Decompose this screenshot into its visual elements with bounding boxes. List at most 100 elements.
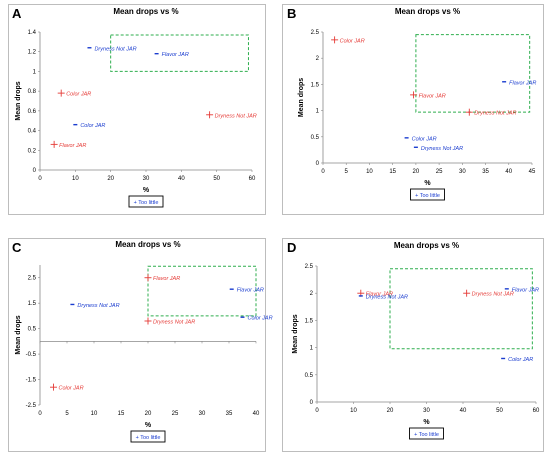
legend-box — [409, 427, 444, 440]
legend-label: + Too little — [136, 435, 161, 441]
legend-box — [128, 195, 164, 208]
y-axis-label: Mean drops — [15, 315, 22, 354]
y-tick-label: 1.5 — [305, 318, 314, 324]
legend-label: + Too little — [134, 200, 159, 206]
x-tick-label: 50 — [213, 176, 220, 182]
x-tick-label: 60 — [533, 408, 540, 414]
x-tick-label: 30 — [143, 176, 150, 182]
y-tick-label: -2.5 — [26, 403, 37, 409]
data-label: Color JAR — [508, 357, 533, 363]
x-tick-label: 15 — [118, 411, 125, 417]
x-tick-label: 40 — [253, 411, 260, 417]
panel-a — [8, 4, 266, 215]
data-label: Flavor JAR — [509, 80, 536, 86]
y-tick-label: 0.5 — [28, 327, 37, 333]
x-tick-label: 20 — [107, 176, 114, 182]
data-label: Flavor JAR — [162, 52, 189, 58]
y-tick-label: 1 — [316, 109, 320, 115]
y-tick-label: 2.5 — [28, 276, 37, 282]
y-tick-label: 0.6 — [28, 109, 37, 115]
data-label: Flavor JAR — [512, 287, 539, 293]
legend-label: + Too little — [415, 193, 440, 199]
data-label: Dryness Not JAR — [366, 294, 408, 300]
x-axis-label: % — [143, 187, 150, 194]
panel-letter-b: B — [287, 6, 297, 21]
x-tick-label: 20 — [145, 411, 152, 417]
data-label: Flavor JAR — [153, 276, 180, 282]
data-label: Color JAR — [66, 92, 91, 98]
x-tick-label: 0 — [38, 411, 42, 417]
x-tick-label: 40 — [460, 408, 467, 414]
x-tick-label: 10 — [91, 411, 98, 417]
y-tick-label: 1.2 — [28, 50, 37, 56]
data-label: Dryness Not JAR — [94, 46, 136, 52]
y-tick-label: 2.5 — [311, 30, 320, 36]
x-tick-label: 30 — [199, 411, 206, 417]
x-tick-label: 15 — [389, 169, 396, 175]
y-tick-label: 2.5 — [305, 264, 314, 270]
x-tick-label: 30 — [423, 408, 430, 414]
y-tick-label: 0 — [33, 168, 37, 174]
panel-letter-c: C — [12, 240, 22, 255]
y-tick-label: 0.2 — [28, 148, 37, 154]
y-tick-label: 0.8 — [28, 89, 37, 95]
data-label: Dryness Not JAR — [153, 320, 195, 326]
legend-label: + Too little — [414, 432, 439, 438]
y-tick-label: -1.5 — [26, 378, 37, 384]
panel-letter-d: D — [287, 240, 297, 255]
target-region-box — [389, 268, 533, 350]
panel-c — [8, 238, 266, 452]
data-label: Dryness Not JAR — [77, 303, 119, 309]
x-tick-label: 0 — [321, 169, 325, 175]
y-tick-label: 2 — [310, 291, 314, 297]
data-label: Color JAR — [412, 136, 437, 142]
y-tick-label: 0.5 — [305, 373, 314, 379]
x-tick-label: 40 — [505, 169, 512, 175]
data-label: Color JAR — [80, 123, 105, 129]
x-tick-label: 25 — [172, 411, 179, 417]
chart-title: Mean drops vs % — [115, 240, 180, 249]
x-axis-label: % — [424, 180, 431, 187]
x-tick-label: 20 — [387, 408, 394, 414]
panel-b — [282, 4, 544, 215]
x-tick-label: 50 — [496, 408, 503, 414]
x-tick-label: 45 — [529, 169, 536, 175]
y-tick-label: 1.4 — [28, 30, 37, 36]
y-tick-label: 1 — [310, 346, 314, 352]
panel-letter-a: A — [12, 6, 22, 21]
x-tick-label: 10 — [72, 176, 79, 182]
x-tick-label: 0 — [315, 408, 319, 414]
data-label: Color JAR — [248, 316, 273, 322]
data-label: Color JAR — [59, 386, 84, 392]
x-tick-label: 10 — [350, 408, 357, 414]
x-tick-label: 0 — [38, 176, 42, 182]
y-tick-label: 0.5 — [311, 135, 320, 141]
y-tick-label: 0 — [316, 161, 320, 167]
y-axis-label: Mean drops — [15, 81, 22, 120]
x-tick-label: 35 — [226, 411, 233, 417]
x-tick-label: 5 — [65, 411, 69, 417]
legend-box — [410, 188, 445, 201]
y-axis-label: Mean drops — [292, 314, 299, 353]
x-tick-label: 25 — [436, 169, 443, 175]
data-label: Color JAR — [340, 38, 365, 44]
y-axis-label: Mean drops — [298, 78, 305, 117]
y-tick-label: 2 — [316, 56, 320, 62]
y-tick-label: -0.5 — [26, 352, 37, 358]
data-label: Flavor JAR — [366, 292, 393, 298]
chart-title: Mean drops vs % — [113, 7, 178, 16]
target-region-box — [147, 265, 257, 317]
y-tick-label: 1.5 — [28, 301, 37, 307]
data-label: Dryness Not JAR — [215, 113, 257, 119]
y-tick-label: 1 — [33, 69, 37, 75]
target-region-box — [415, 34, 531, 113]
data-label: Dryness Not JAR — [421, 146, 463, 152]
x-axis-label: % — [145, 422, 152, 429]
target-region-box — [110, 34, 249, 72]
data-label: Flavor JAR — [419, 93, 446, 99]
chart-title: Mean drops vs % — [394, 241, 459, 250]
